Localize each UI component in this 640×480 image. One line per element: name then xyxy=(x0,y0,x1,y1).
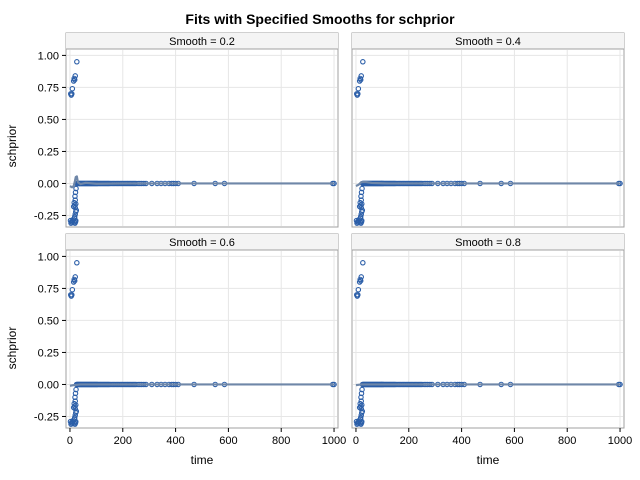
x-tick-label: 200 xyxy=(400,435,418,447)
x-tick-label: 600 xyxy=(505,435,523,447)
y-tick-label: 0.25 xyxy=(38,146,59,158)
data-point xyxy=(359,386,365,393)
panel-header-bg xyxy=(66,33,338,49)
panel-frame xyxy=(351,32,625,228)
data-point xyxy=(71,277,78,284)
data-point xyxy=(359,185,365,192)
data-point xyxy=(70,279,77,285)
data-point xyxy=(359,208,365,215)
y-tick-label: 1.00 xyxy=(38,50,59,62)
data-point xyxy=(72,398,78,404)
y-tick-label: -0.25 xyxy=(34,411,59,423)
panel-label: Smooth = 0.8 xyxy=(455,237,521,249)
data-point xyxy=(358,219,365,225)
data-point xyxy=(359,409,365,416)
data-point xyxy=(69,292,75,298)
panel-1: Smooth = 0.2 -0.25 0.00 0.25 0.50 0.75 1.00 xyxy=(34,32,339,228)
x-tick-label: 400 xyxy=(452,435,470,447)
x-tick-label: 0 xyxy=(67,435,73,447)
data-point xyxy=(72,412,78,418)
x-tick-label: 600 xyxy=(219,435,237,447)
data-point xyxy=(73,208,79,215)
y-tick-label: -0.25 xyxy=(34,210,59,222)
data-point xyxy=(357,403,364,409)
x-tick-label: 1000 xyxy=(322,435,346,447)
data-point xyxy=(72,420,79,426)
data-point xyxy=(355,292,361,298)
data-point xyxy=(356,279,363,285)
data-point xyxy=(72,197,78,203)
data-point xyxy=(357,76,364,83)
data-point xyxy=(71,403,78,409)
panel-header-bg xyxy=(352,234,624,250)
panel-frame xyxy=(351,233,625,429)
data-point xyxy=(358,420,365,426)
y-tick-label: 0.25 xyxy=(38,347,59,359)
y-axis-label-bottom: schprior xyxy=(5,327,19,370)
data-point xyxy=(73,386,79,393)
panel-frame xyxy=(65,233,339,429)
data-point xyxy=(357,277,364,284)
data-point xyxy=(358,211,364,217)
panel-3: Smooth = 0.6 -0.25 0.00 0.25 0.50 0.75 1.00 0 20… xyxy=(34,233,346,447)
data-point xyxy=(72,219,79,225)
data-point xyxy=(69,85,76,92)
data-point xyxy=(355,286,362,293)
x-tick-label: 200 xyxy=(114,435,132,447)
data-point xyxy=(74,59,80,65)
panel-label: Smooth = 0.2 xyxy=(169,36,235,48)
data-point xyxy=(70,78,77,84)
y-tick-label: 1.00 xyxy=(38,251,59,263)
x-axis-label-right: time xyxy=(477,453,500,467)
x-tick-label: 1000 xyxy=(608,435,632,447)
y-tick-label: 0.00 xyxy=(38,178,59,190)
y-tick-label: 0.50 xyxy=(38,315,59,327)
data-point xyxy=(73,185,79,192)
data-point xyxy=(73,409,79,416)
data-point xyxy=(74,260,80,266)
data-point xyxy=(355,91,361,97)
fit-line xyxy=(355,180,621,188)
x-tick-label: 0 xyxy=(353,435,359,447)
fit-line xyxy=(355,383,621,387)
fit-line xyxy=(69,383,335,387)
data-point xyxy=(355,85,362,92)
y-tick-label: 0.75 xyxy=(38,82,59,94)
panel-label: Smooth = 0.6 xyxy=(169,237,235,249)
data-point xyxy=(358,412,364,418)
data-point xyxy=(357,202,364,208)
x-tick-label: 800 xyxy=(558,435,576,447)
data-point xyxy=(69,91,75,97)
data-point xyxy=(358,197,364,203)
data-point xyxy=(360,59,366,65)
y-tick-label: 0.50 xyxy=(38,114,59,126)
data-point xyxy=(69,286,76,293)
data-point xyxy=(71,76,78,83)
y-tick-label: 0.75 xyxy=(38,283,59,295)
panel-2: Smooth = 0.4 xyxy=(351,32,625,228)
y-axis-label-top: schprior xyxy=(5,125,19,168)
data-point xyxy=(71,202,78,208)
x-axis-label-left: time xyxy=(191,453,214,467)
chart-title: Fits with Specified Smooths for schprior xyxy=(185,11,455,27)
x-tick-label: 400 xyxy=(166,435,184,447)
panel-header-bg xyxy=(352,33,624,49)
data-point xyxy=(360,260,366,266)
panel-4: Smooth = 0.8 0 200 400 600 800 1000 xyxy=(351,233,632,447)
fit-line xyxy=(69,175,335,189)
panel-header-bg xyxy=(66,234,338,250)
data-point xyxy=(72,211,78,217)
x-tick-label: 800 xyxy=(272,435,290,447)
panel-label: Smooth = 0.4 xyxy=(455,36,521,48)
data-point xyxy=(358,398,364,404)
panel-frame xyxy=(65,32,339,228)
y-tick-label: 0.00 xyxy=(38,379,59,391)
data-point xyxy=(356,78,363,84)
